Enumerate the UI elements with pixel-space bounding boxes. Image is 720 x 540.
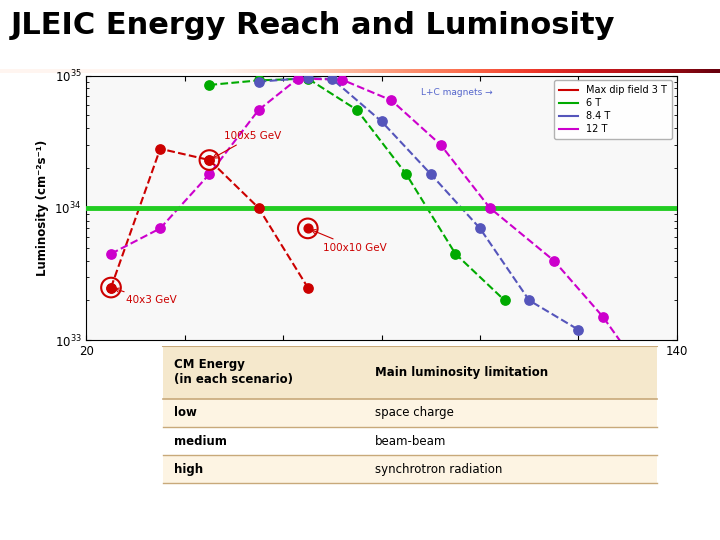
Point <box>336 76 348 84</box>
Point <box>105 284 117 292</box>
Text: Jefferson Lab: Jefferson Lab <box>590 509 678 522</box>
Text: JLEIC Energy Reach and Luminosity: JLEIC Energy Reach and Luminosity <box>11 11 616 40</box>
Bar <box>365 399 657 427</box>
Point <box>253 106 264 114</box>
Point <box>598 313 609 321</box>
Point <box>204 170 215 178</box>
Point <box>302 284 314 292</box>
Bar <box>163 455 365 483</box>
Text: space charge: space charge <box>375 407 454 420</box>
Bar <box>163 399 365 427</box>
Point <box>652 388 663 397</box>
Point <box>253 204 264 212</box>
Point <box>204 156 215 164</box>
Bar <box>163 346 365 399</box>
Point <box>105 284 117 292</box>
Text: 100x5 GeV: 100x5 GeV <box>213 131 282 158</box>
Point <box>204 156 215 164</box>
Point <box>386 96 397 105</box>
Point <box>484 204 495 212</box>
Point <box>327 75 338 84</box>
Point <box>302 224 314 233</box>
Point <box>425 170 436 178</box>
Text: 40x3 GeV: 40x3 GeV <box>114 288 176 306</box>
Point <box>154 144 166 153</box>
Text: low: low <box>174 407 197 420</box>
Text: high: high <box>174 463 202 476</box>
Point <box>154 224 166 233</box>
Point <box>204 80 215 89</box>
Point <box>105 249 117 258</box>
Point <box>302 73 314 82</box>
Point <box>499 296 510 305</box>
Text: medium: medium <box>174 435 226 448</box>
Point <box>292 74 304 83</box>
Text: L+C magnets →: L+C magnets → <box>421 87 492 97</box>
Point <box>302 74 314 83</box>
Point <box>253 77 264 86</box>
Text: synchrotron radiation: synchrotron radiation <box>375 463 503 476</box>
Bar <box>365 427 657 455</box>
Point <box>435 140 446 149</box>
Point <box>449 249 461 258</box>
Bar <box>365 455 657 483</box>
Point <box>474 224 486 233</box>
Text: beam-beam: beam-beam <box>375 435 446 448</box>
Point <box>253 76 264 85</box>
Point <box>351 106 363 114</box>
Bar <box>365 346 657 399</box>
Point <box>572 326 584 334</box>
Text: 5: 5 <box>500 510 508 521</box>
Point <box>400 170 412 178</box>
Point <box>523 296 535 305</box>
Y-axis label: Luminosity (cm⁻²s⁻¹): Luminosity (cm⁻²s⁻¹) <box>36 140 49 276</box>
Point <box>302 224 314 233</box>
Legend: Max dip field 3 T, 6 T, 8.4 T, 12 T: Max dip field 3 T, 6 T, 8.4 T, 12 T <box>554 80 672 139</box>
Text: Main luminosity limitation: Main luminosity limitation <box>375 366 548 379</box>
Text: CM Energy
(in each scenario): CM Energy (in each scenario) <box>174 358 292 386</box>
Text: 100x10 GeV: 100x10 GeV <box>312 230 387 253</box>
Point <box>105 284 117 292</box>
Point <box>204 156 215 164</box>
Text: ICFA Mini-Workshop on DA, November 1, 2017: ICFA Mini-Workshop on DA, November 1, 20… <box>144 510 384 521</box>
Point <box>548 256 559 265</box>
Point <box>376 117 387 126</box>
Bar <box>163 427 365 455</box>
X-axis label: CM Energy (GeV): CM Energy (GeV) <box>315 363 448 377</box>
